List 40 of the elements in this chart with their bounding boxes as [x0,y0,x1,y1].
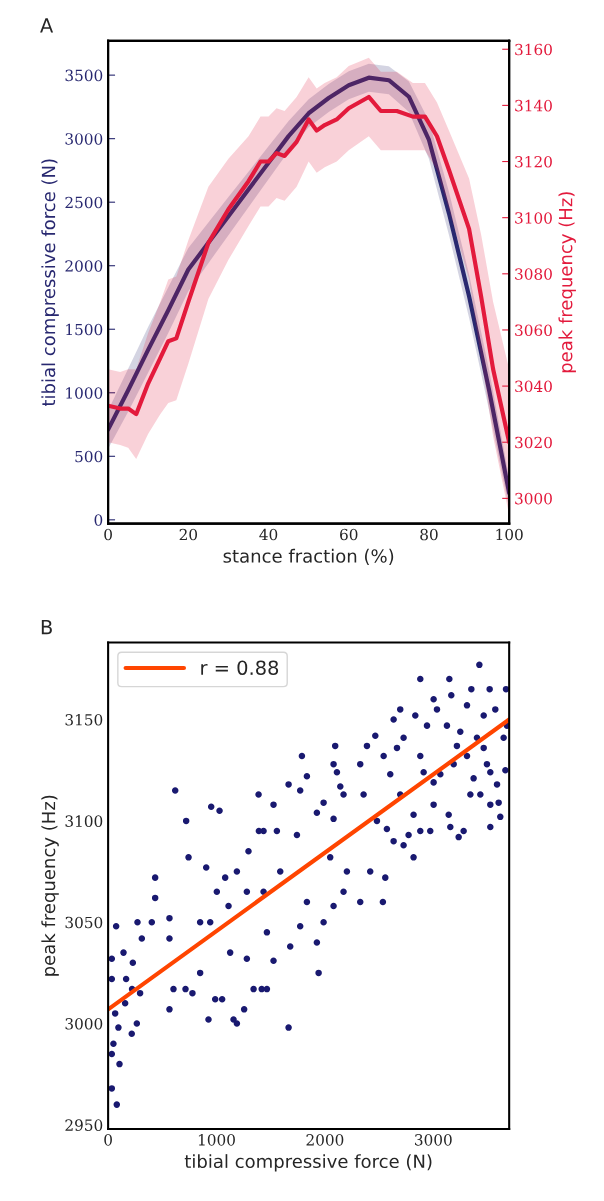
chart-title: A [40,18,54,33]
x-tick-label: 3000 [415,1134,452,1146]
y2-tick-label: 3160 [515,43,552,56]
y-tick-label: 2950 [65,1119,103,1131]
x-tick-label: 100 [496,528,523,541]
x-tick-label: 1000 [198,1134,235,1146]
y-tick-label: 2500 [65,196,103,209]
y2-axis-title: peak frequency (Hz) [558,192,576,373]
y2-tick-label: 3040 [515,380,552,393]
y2-tick-label: 3140 [515,99,552,112]
y-tick-label: 3000 [65,1018,103,1030]
y-tick-label: 1000 [66,387,103,399]
y-tick-label: 0 [94,514,103,526]
y-tick-label: 3050 [65,916,103,929]
x-tick-label: 80 [420,528,438,541]
x-tick-label: 60 [340,528,358,541]
x-axis-title: tibial compressive force (N) [184,1154,432,1172]
y-tick-label: 2000 [65,260,103,272]
y2-tick-label: 3100 [515,212,552,224]
y-tick-label: 3100 [65,815,103,827]
y-tick-label: 1500 [66,323,103,336]
x-tick-label: 0 [104,528,112,541]
chart-title: B [41,620,52,635]
x-tick-label: 2000 [306,1134,344,1146]
y2-tick-label: 3080 [515,268,552,280]
x-tick-label: 40 [259,528,278,541]
y2-tick-label: 3060 [515,324,552,336]
y2-tick-label: 3020 [515,436,552,449]
y-tick-label: 3000 [65,133,103,145]
x-axis-title: stance fraction (%) [223,548,394,565]
legend-label: r = 0.88 [201,660,279,676]
x-tick-label: 20 [179,528,198,541]
y-axis-title: tibial compressive force (N) [41,159,59,407]
y-tick-label: 3500 [65,69,103,82]
x-tick-label: 0 [104,1134,112,1146]
y2-tick-label: 3120 [515,156,552,168]
y-tick-label: 500 [75,450,103,463]
y-axis-title: peak frequency (Hz) [41,795,59,976]
y-tick-label: 3150 [65,714,103,726]
y2-tick-label: 3000 [515,492,552,505]
